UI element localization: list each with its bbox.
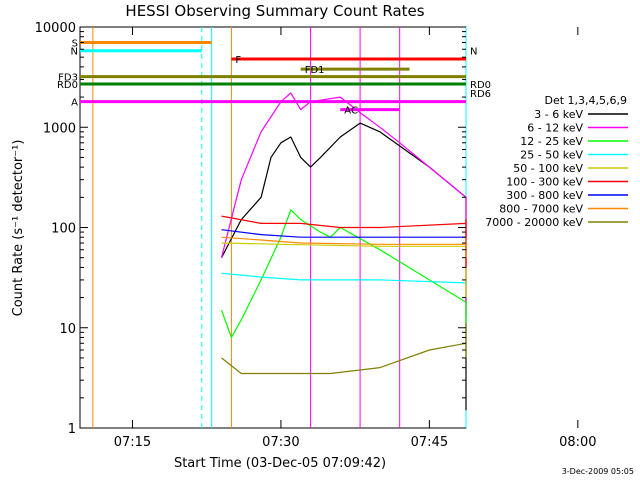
series-line	[221, 215, 467, 268]
y-tick-label: 1000	[43, 121, 76, 136]
plot-frame	[79, 26, 467, 429]
y-tick-label: 10	[59, 322, 76, 337]
legend-title: Det 1,3,4,5,6,9	[544, 94, 627, 107]
series-line	[220, 122, 467, 411]
data-series-group	[220, 92, 467, 411]
state-marker-label: F	[235, 55, 241, 66]
series-line	[221, 323, 467, 375]
state-marker-label: RD0	[57, 80, 78, 91]
footer-timestamp: 3-Dec-2009 05:05	[562, 467, 634, 476]
series-line	[221, 229, 467, 254]
y-tick-label: 1	[68, 422, 76, 437]
legend-item-label: 25 - 50 keV	[520, 149, 583, 162]
state-marker-label: RD6	[470, 89, 491, 100]
series-line	[220, 92, 467, 317]
y-tick-label: 10000	[35, 21, 76, 36]
x-tick-label: 07:30	[262, 435, 299, 450]
x-tick-label: 08:00	[559, 435, 596, 450]
legend-item-label: 6 - 12 keV	[527, 122, 583, 135]
state-marker-label: AC	[344, 106, 358, 117]
legend-item-label: 300 - 800 keV	[506, 189, 583, 202]
y-axis-ticks: 1 10 100 1000 10000	[35, 21, 466, 437]
state-marker-label: RD0	[470, 80, 491, 91]
legend-item-label: 7000 - 20000 keV	[485, 216, 583, 229]
state-marker-label: FD1	[305, 65, 325, 76]
series-line	[221, 242, 467, 299]
state-marker-label: N	[470, 47, 477, 58]
legend-item-label: 12 - 25 keV	[520, 135, 583, 148]
state-marker-label: A	[71, 98, 78, 109]
state-marker-label: N	[71, 47, 78, 58]
y-tick-label: 100	[51, 222, 76, 237]
legend-item-label: 100 - 300 keV	[506, 176, 583, 189]
chart-title: HESSI Observing Summary Count Rates	[125, 2, 424, 20]
legend-item-label: 800 - 7000 keV	[499, 203, 583, 216]
series-line	[221, 236, 467, 259]
legend-item-label: 3 - 6 keV	[534, 108, 583, 121]
state-marker-label: FD3	[58, 73, 78, 84]
series-line	[220, 209, 467, 339]
legend-item-label: 50 - 100 keV	[513, 162, 583, 175]
x-axis-label: Start Time (03-Dec-05 07:09:42)	[174, 456, 386, 471]
x-tick-label: 07:15	[114, 435, 151, 450]
state-marker-label: S	[72, 39, 78, 50]
mode-vertical-lines	[92, 27, 467, 428]
y-axis-label: Count Rate (s⁻¹ detector⁻¹)	[11, 140, 26, 317]
x-tick-label: 07:45	[411, 435, 448, 450]
